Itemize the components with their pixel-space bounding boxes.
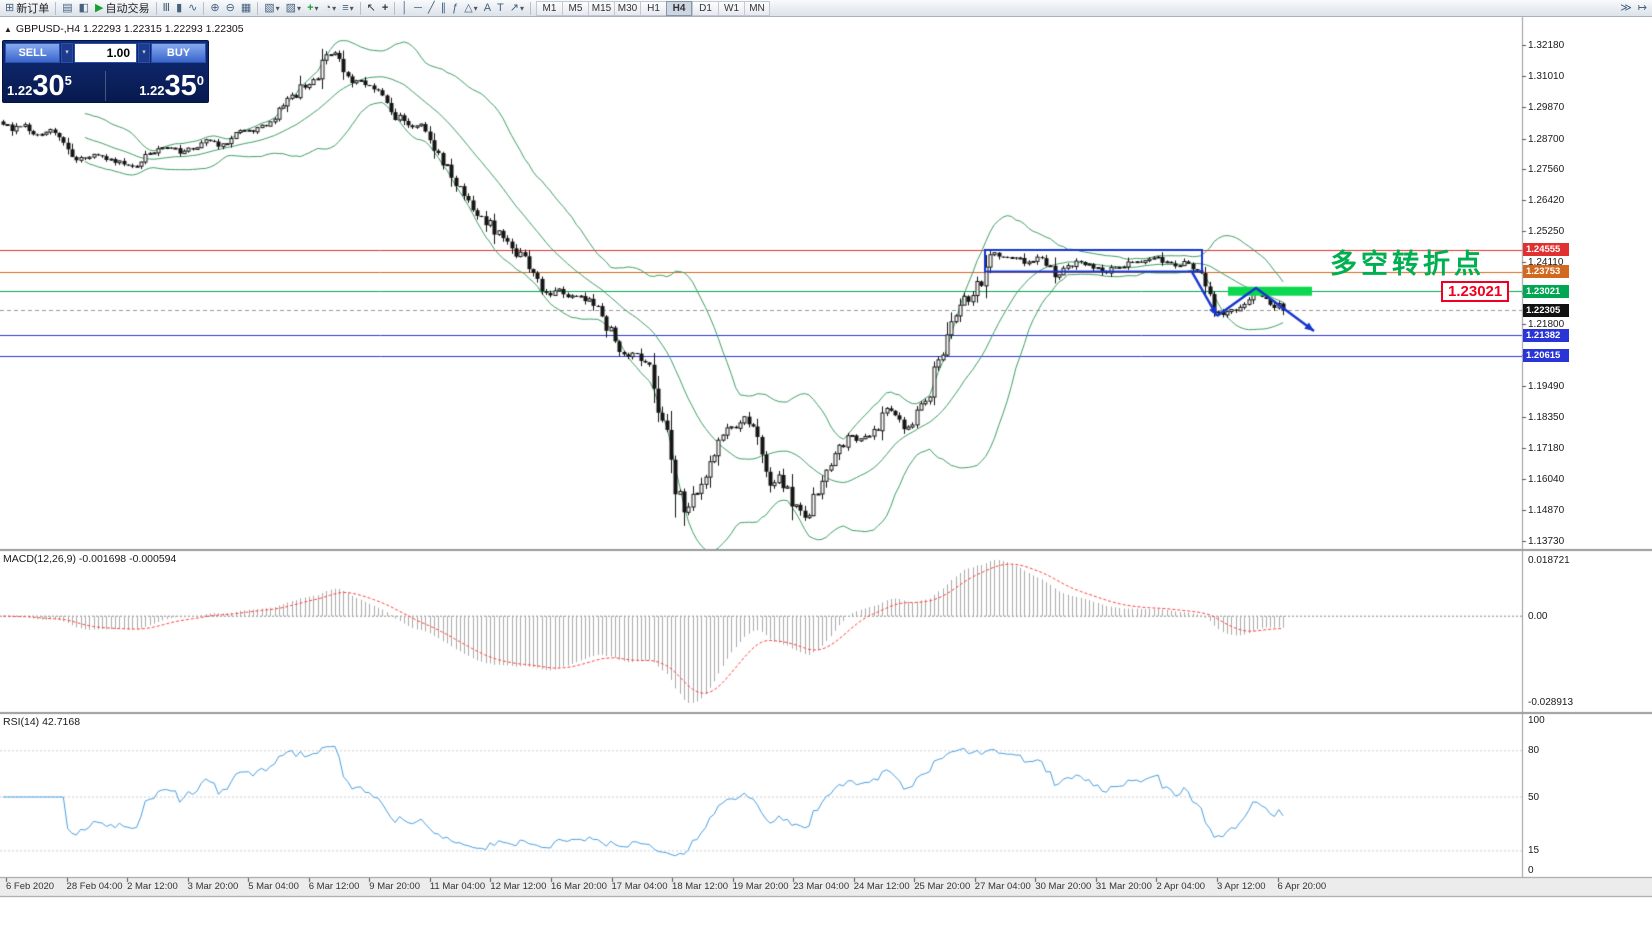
buy-button[interactable]: BUY [151,43,206,63]
text-label-icon: T [497,1,504,14]
bar-chart-button[interactable]: Ⅲ [160,1,174,16]
sell-caret-down-icon[interactable]: ▾ [61,43,73,63]
profiles-button[interactable]: ▨ ▾ [283,1,304,16]
autotrade-button[interactable]: ▶ 自动交易 [92,1,152,16]
indicators-button[interactable]: + ▾ [304,1,321,16]
toolbar-separator [257,1,259,15]
cursor-button[interactable]: ↖ [364,1,379,16]
timeframe-group: M1 M5 M15 M30 H1 H4 D1 W1 MN [536,0,770,16]
timeframe-d1-button[interactable]: D1 [692,0,718,16]
caret-down-icon: ▾ [519,3,524,13]
sell-button[interactable]: SELL [5,43,60,63]
new-order-label: 新订单 [16,3,50,15]
toolbar-separator [394,1,396,15]
text-label-button[interactable]: T [494,1,507,16]
toolbar-separator [155,1,157,15]
fibonacci-button[interactable]: ƒ [449,1,461,16]
trendline-button[interactable]: ╱ [425,1,438,16]
vline-icon: │ [401,1,409,14]
arrows-button[interactable]: ↗ ▾ [507,1,527,16]
caret-down-icon: ▾ [275,3,280,13]
candle-chart-icon: ▮ [176,1,183,14]
autotrade-label: 自动交易 [105,3,150,15]
channel-icon: ∥ [440,1,447,14]
market-watch-button[interactable]: ▤ [59,1,75,16]
chart-shift-button[interactable]: ↦ [1635,1,1650,16]
market-watch-icon: ▤ [62,1,73,14]
timeframe-w1-button[interactable]: W1 [718,0,744,16]
toolbar: ⊞ 新订单 ▤ ◧ ▶ 自动交易 Ⅲ ▮ ∿ ⊕ ⊖ ▦ ▧ ▾ ▨ ▾ + ▾ ◔ ▾ ≡ ▾ ↖ + │ ─ ╱ ∥ ƒ △ ▾ A T ↗ ▾… [0,0,1652,17]
volume-spinner-icon[interactable]: ▾ [138,43,150,63]
cursor-icon: ↖ [366,1,376,14]
toolbar-separator [203,1,205,15]
timeframe-m5-button[interactable]: M5 [562,0,588,16]
auto-scroll-icon: ≫ [1620,1,1632,14]
profiles-icon: ▨ [285,1,297,14]
text-icon: A [483,1,492,14]
zoom-out-button[interactable]: ⊖ [223,1,238,16]
one-click-trading-panel: SELL ▾ 1.00 ▾ BUY 1.22 30 5 1.22 35 0 [2,40,209,103]
toolbar-separator [530,1,531,15]
bar-chart-icon: Ⅲ [162,1,171,14]
timeframe-mn-button[interactable]: MN [744,0,770,16]
zoom-out-icon: ⊖ [225,1,235,14]
data-window-button[interactable]: ◧ [76,1,92,16]
hline-icon: ─ [414,1,422,14]
tile-windows-icon: ▦ [240,1,252,14]
vline-button[interactable]: │ [398,1,411,16]
template-button[interactable]: ≡ ▾ [339,1,356,16]
caret-down-icon: ▾ [314,3,319,13]
caret-down-icon: ▾ [332,3,337,13]
data-window-icon: ◧ [78,1,90,14]
new-order-icon: ⊞ [5,1,15,14]
shapes-icon: △ [464,1,473,14]
line-chart-button[interactable]: ∿ [185,1,200,16]
timeframe-h1-button[interactable]: H1 [640,0,666,16]
chart-shift-icon: ↦ [1637,1,1647,14]
channel-button[interactable]: ∥ [438,1,450,16]
fibonacci-icon: ƒ [452,1,459,14]
timeframe-m30-button[interactable]: M30 [614,0,640,16]
new-order-button[interactable]: ⊞ 新订单 [2,1,52,16]
auto-scroll-button[interactable]: ≫ [1617,1,1635,16]
indicators-icon: + [307,1,314,14]
caret-down-icon: ▾ [349,3,354,13]
trade-panel-collapse-icon[interactable]: ▲ [4,25,12,34]
arrows-icon: ↗ [509,1,519,14]
timeframe-m15-button[interactable]: M15 [588,0,614,16]
caret-down-icon: ▾ [297,3,302,13]
text-button[interactable]: A [481,1,494,16]
timeframe-h4-button[interactable]: H4 [666,0,692,16]
toolbar-separator [359,1,361,15]
zoom-in-icon: ⊕ [210,1,220,14]
shapes-button[interactable]: △ ▾ [461,1,480,16]
autotrade-icon: ▶ [95,1,104,14]
line-chart-icon: ∿ [188,1,198,14]
hline-button[interactable]: ─ [411,1,425,16]
period-button[interactable]: ◔ ▾ [322,1,340,16]
timeframe-m1-button[interactable]: M1 [536,0,562,16]
new-chart-icon: ▧ [264,1,275,14]
tile-windows-button[interactable]: ▦ [238,1,254,16]
crosshair-icon: + [381,1,389,14]
crosshair-button[interactable]: + [379,1,391,16]
volume-input[interactable]: 1.00 [74,43,137,63]
toolbar-separator [55,1,57,15]
period-icon: ◔ [324,1,332,14]
sell-price: 1.22 30 5 [7,70,72,102]
template-icon: ≡ [342,1,349,14]
price-divider [105,71,106,101]
zoom-in-button[interactable]: ⊕ [207,1,222,16]
caret-down-icon: ▾ [473,3,478,13]
buy-price: 1.22 35 0 [139,70,204,102]
candle-chart-button[interactable]: ▮ [173,1,185,16]
trendline-icon: ╱ [427,1,435,14]
new-chart-button[interactable]: ▧ ▾ [261,1,282,16]
